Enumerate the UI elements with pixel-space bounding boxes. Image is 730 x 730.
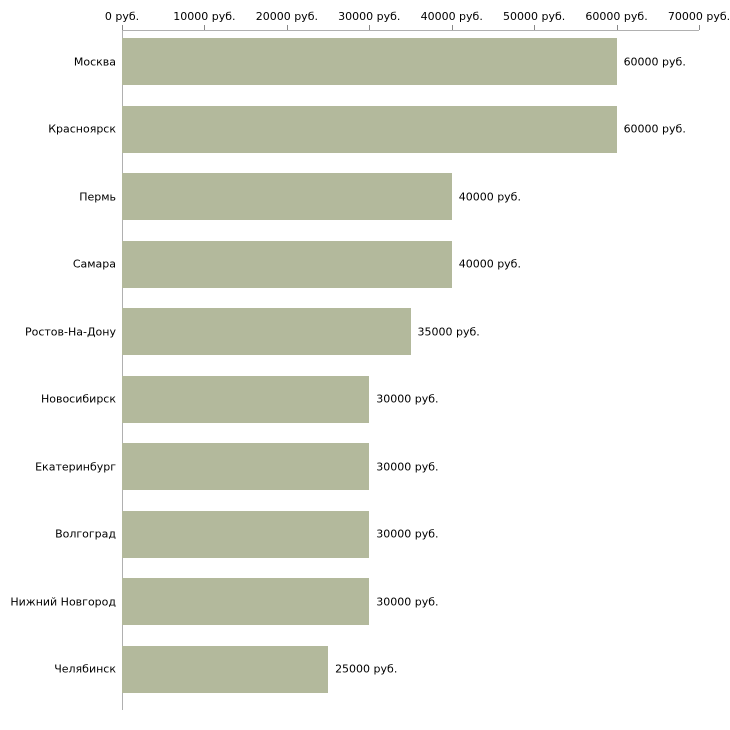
- value-label: 30000 руб.: [376, 595, 439, 608]
- bar: [122, 578, 370, 625]
- category-label: Ростов-На-Дону: [24, 325, 116, 338]
- category-label: Екатеринбург: [35, 460, 116, 473]
- value-label: 60000 руб.: [623, 122, 686, 136]
- x-tick-label: 30000 руб.: [338, 10, 401, 23]
- category-label: Москва: [73, 55, 116, 68]
- x-tick-mark: [369, 25, 371, 30]
- category-label: Новосибирск: [40, 392, 116, 406]
- value-label: 60000 руб.: [623, 55, 686, 68]
- x-tick-label: 20000 руб.: [255, 10, 318, 23]
- category-label: Челябинск: [54, 662, 116, 676]
- x-tick-mark: [534, 25, 536, 30]
- value-label: 25000 руб.: [335, 662, 398, 676]
- bar: [122, 375, 370, 423]
- x-tick-mark: [204, 25, 206, 30]
- x-tick-label: 70000 руб.: [667, 10, 730, 23]
- x-tick-mark: [451, 25, 453, 30]
- value-label: 30000 руб.: [376, 527, 439, 541]
- bar: [122, 443, 370, 490]
- value-label: 40000 руб.: [458, 257, 521, 271]
- x-tick-mark: [286, 25, 288, 30]
- value-label: 40000 руб.: [458, 190, 521, 203]
- bar: [122, 240, 452, 288]
- x-axis-line: [122, 30, 699, 31]
- x-tick-mark: [122, 25, 123, 30]
- x-tick-mark: [616, 25, 618, 30]
- value-label: 30000 руб.: [376, 392, 439, 406]
- bar: [122, 173, 452, 220]
- bar: [122, 645, 329, 693]
- x-tick-label: 40000 руб.: [420, 10, 483, 23]
- value-label: 30000 руб.: [376, 460, 439, 473]
- category-label: Волгоград: [55, 527, 116, 541]
- x-tick-label: 60000 руб.: [585, 10, 648, 23]
- bar: [122, 510, 370, 558]
- x-tick-mark: [699, 25, 700, 30]
- y-axis-line: [122, 30, 123, 710]
- x-tick-label: 50000 руб.: [503, 10, 566, 23]
- x-tick-label: 0 руб.: [104, 10, 140, 23]
- x-tick-label: 10000 руб.: [173, 10, 236, 23]
- category-label: Пермь: [79, 190, 116, 203]
- category-label: Нижний Новгород: [10, 595, 116, 608]
- category-label: Красноярск: [48, 122, 116, 136]
- bar: [122, 38, 617, 85]
- bar: [122, 105, 617, 153]
- category-label: Самара: [72, 257, 116, 271]
- value-label: 35000 руб.: [417, 325, 480, 338]
- bar: [122, 308, 411, 355]
